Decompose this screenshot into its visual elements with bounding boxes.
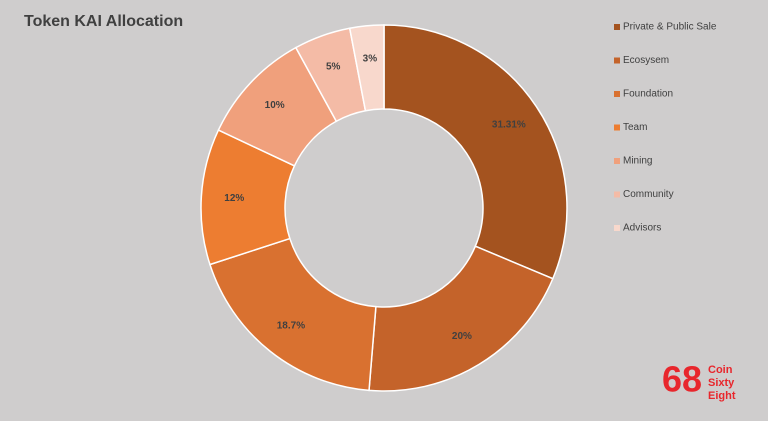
logo-text: Coin: [708, 364, 733, 376]
slice: [383, 24, 568, 280]
legend-label: Mining: [623, 156, 652, 167]
logo-text: Sixty: [708, 377, 735, 389]
data-label: 10%: [265, 100, 285, 111]
legend-swatch: [614, 24, 620, 30]
slice: [368, 245, 554, 392]
legend-swatch: [614, 225, 620, 231]
legend-swatch: [614, 91, 620, 97]
chart-title: Token KAI Allocation: [24, 13, 183, 30]
legend-label: Community: [623, 189, 674, 200]
legend-swatch: [614, 57, 620, 64]
slice: [348, 24, 385, 112]
logo-mark: 68: [662, 359, 702, 400]
data-label: 31.31%: [492, 120, 526, 131]
legend-label: Advisors: [623, 223, 661, 234]
legend-swatch: [614, 124, 620, 131]
legend-swatch: [614, 158, 620, 164]
data-label: 5%: [326, 62, 341, 73]
data-label: 12%: [224, 193, 244, 204]
legend-label: Private & Public Sale: [623, 22, 717, 33]
slice: [209, 237, 377, 392]
logo-text: Eight: [708, 390, 736, 402]
legend-label: Team: [623, 122, 647, 133]
data-label: 18.7%: [277, 320, 305, 331]
data-label: 3%: [363, 53, 378, 64]
data-label: 20%: [452, 331, 472, 342]
legend-label: Foundation: [623, 89, 673, 100]
legend-swatch: [614, 191, 620, 198]
legend-label: Ecosysem: [623, 55, 669, 66]
